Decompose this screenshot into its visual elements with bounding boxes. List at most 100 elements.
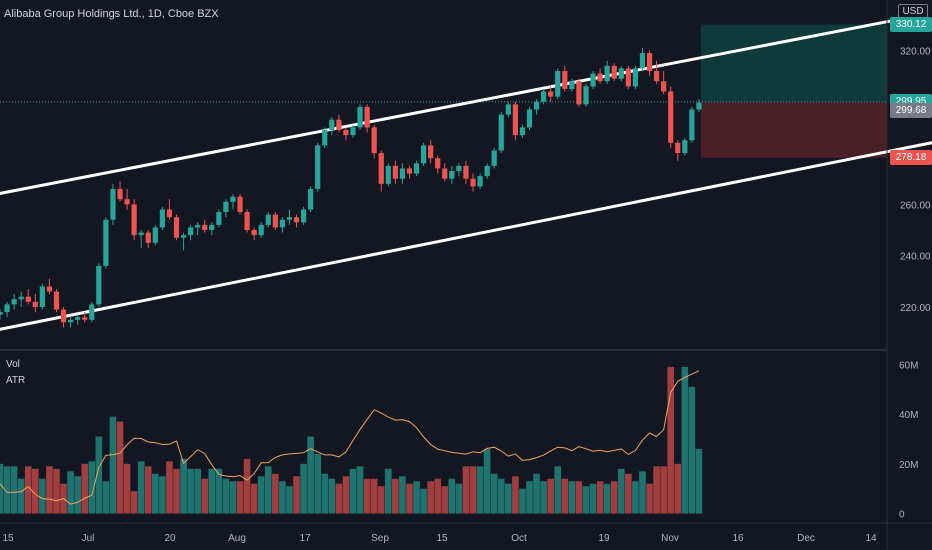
candle-body xyxy=(661,81,667,92)
candle-body xyxy=(583,86,589,105)
volume-bar xyxy=(462,466,470,514)
time-tick-label: Dec xyxy=(797,533,815,544)
candle-body xyxy=(512,104,518,136)
candle-body xyxy=(413,163,420,174)
volume-bar xyxy=(356,466,364,514)
position-zones xyxy=(0,24,887,158)
time-tick-label: 20 xyxy=(164,533,176,544)
candle-body xyxy=(0,312,3,315)
atr-line xyxy=(0,370,700,505)
volume-bar xyxy=(589,483,597,514)
candle-body xyxy=(173,217,180,238)
time-tick-label: 15 xyxy=(2,533,14,544)
price-tick-label: 220.00 xyxy=(900,303,931,314)
volume-bar xyxy=(229,481,237,514)
candle-body xyxy=(103,219,109,266)
volume-bar xyxy=(314,453,321,514)
volume-bar xyxy=(681,366,689,514)
candle-body xyxy=(668,91,674,143)
candle-body xyxy=(541,91,547,102)
volume-bar xyxy=(667,366,674,514)
atr-series xyxy=(0,370,700,505)
candle-body xyxy=(611,65,617,79)
volume-bar xyxy=(625,473,632,514)
volume-bar xyxy=(243,458,251,514)
candle-body xyxy=(343,129,349,136)
candle-body xyxy=(519,127,526,136)
volume-bar xyxy=(385,468,392,514)
volume-bar xyxy=(17,478,25,514)
price-tick-label: 240.00 xyxy=(900,252,931,263)
volume-bar xyxy=(370,478,378,514)
volume-bar xyxy=(180,458,187,514)
candle-body xyxy=(442,168,448,179)
time-tick-label: Sep xyxy=(371,533,389,544)
candle-body xyxy=(456,165,462,172)
volume-bar xyxy=(152,473,159,514)
candle-body xyxy=(223,201,229,213)
volume-bar xyxy=(377,486,385,514)
candle-body xyxy=(526,109,533,128)
volume-bar xyxy=(335,483,343,514)
candle-body xyxy=(696,102,702,110)
volume-bar xyxy=(639,471,646,514)
volume-bar xyxy=(632,481,639,514)
volume-bar xyxy=(215,468,223,514)
candle-body xyxy=(385,165,391,184)
candle-body xyxy=(618,68,624,79)
candle-body xyxy=(145,232,151,243)
candle-body xyxy=(653,70,660,82)
price-tick-label: 260.00 xyxy=(900,200,931,211)
volume-bar xyxy=(497,478,505,514)
time-tick-label: Oct xyxy=(511,533,527,544)
time-tick-label: 17 xyxy=(299,533,311,544)
volume-bar xyxy=(250,483,258,514)
volume-bar xyxy=(307,436,314,514)
volume-bar xyxy=(540,481,547,514)
candle-body xyxy=(188,227,194,236)
volume-tick-label: 0 xyxy=(899,510,905,521)
volume-bar xyxy=(208,468,216,514)
volume-bar xyxy=(236,481,244,514)
time-tick-label: 16 xyxy=(732,533,744,544)
volume-bar xyxy=(166,461,173,514)
candle-body xyxy=(470,178,476,187)
candle-body xyxy=(569,81,575,89)
volume-bar xyxy=(222,478,230,514)
volume-legend-label: Vol xyxy=(6,359,20,370)
volume-bar xyxy=(568,481,576,514)
target-price-badge: 330.12 xyxy=(890,17,932,33)
volume-bar xyxy=(0,463,4,514)
volume-bar xyxy=(272,473,279,514)
volume-bar xyxy=(427,481,434,514)
volume-bar xyxy=(187,468,194,514)
candle-body xyxy=(562,70,568,89)
candle-body xyxy=(463,165,469,179)
volume-bar xyxy=(533,473,540,514)
candle-body xyxy=(75,317,81,320)
stop-price-badge: 278.18 xyxy=(890,150,932,166)
candle-body xyxy=(230,196,236,202)
candle-body xyxy=(82,317,88,320)
candle-body xyxy=(216,212,222,225)
volume-tick-label: 40M xyxy=(899,410,918,421)
time-tick-label: Jul xyxy=(82,533,95,544)
volume-bar xyxy=(434,478,442,514)
candle-body xyxy=(11,299,17,305)
candle-body xyxy=(25,296,31,302)
candle-body xyxy=(477,176,483,187)
volume-tick-label: 60M xyxy=(899,360,918,371)
volume-bar xyxy=(448,478,456,514)
volume-bar xyxy=(617,468,625,514)
candle-body xyxy=(689,109,695,141)
volume-series xyxy=(0,366,703,514)
volume-bar xyxy=(321,473,329,514)
volume-bar xyxy=(53,468,60,514)
target-zone xyxy=(700,24,887,102)
candle-body xyxy=(265,214,271,225)
volume-bar xyxy=(653,466,660,514)
volume-bar xyxy=(159,476,166,514)
volume-bar xyxy=(596,481,604,514)
candle-body xyxy=(272,214,278,228)
